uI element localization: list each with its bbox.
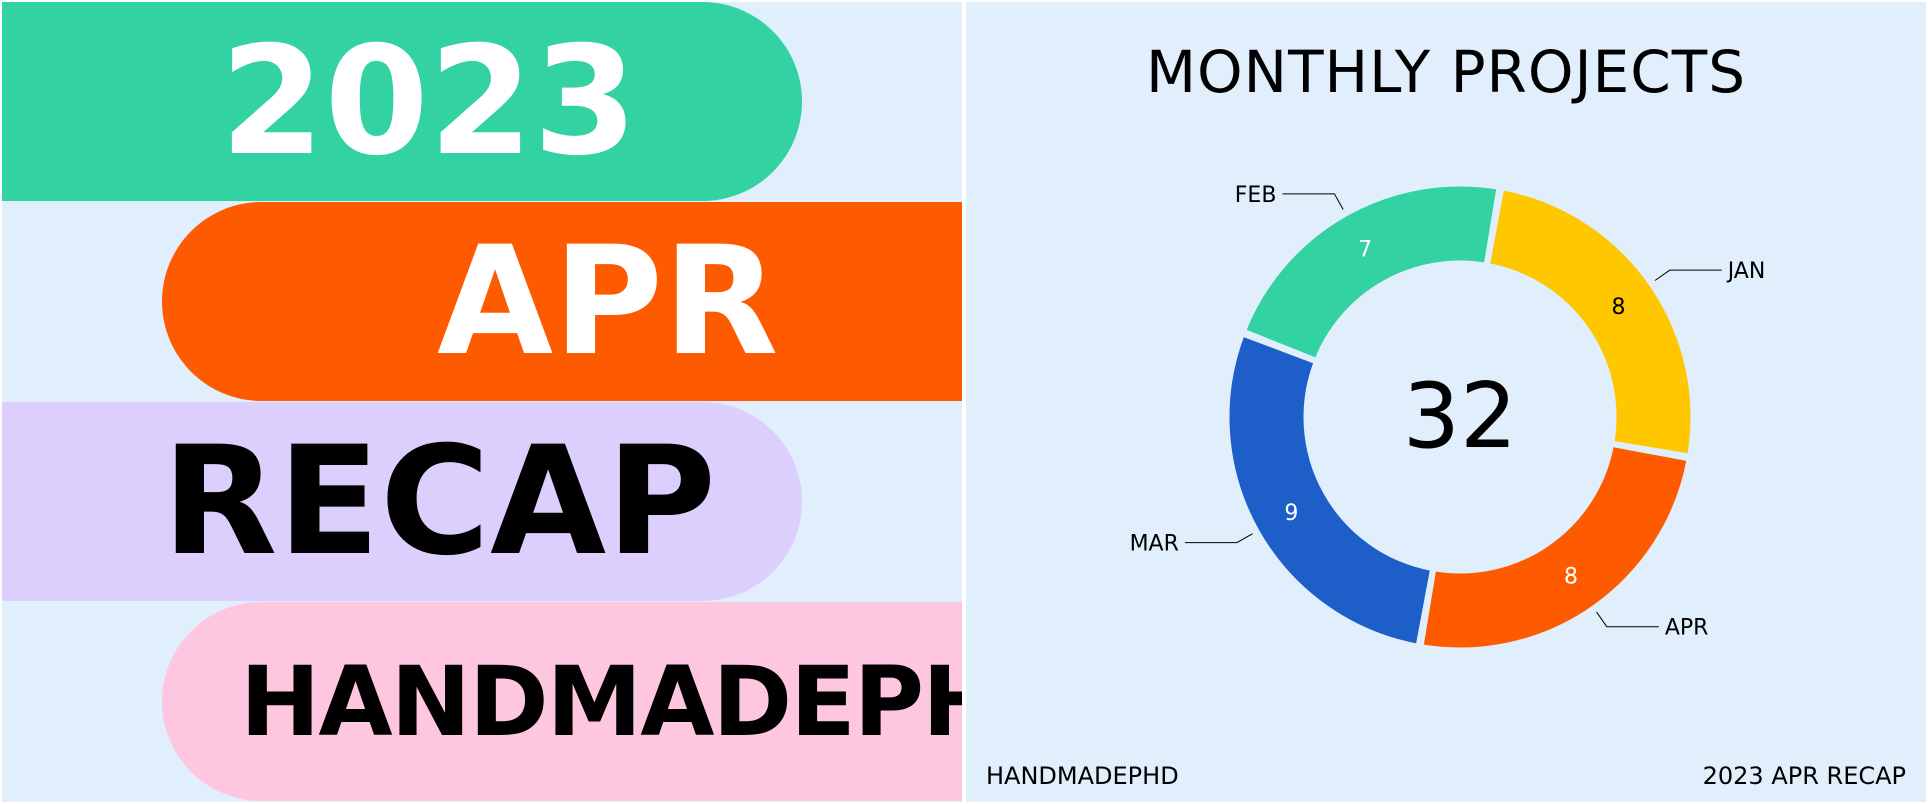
value-label-jan: 8	[1612, 295, 1626, 320]
value-label-mar: 9	[1284, 501, 1298, 526]
leader-apr	[1596, 611, 1659, 628]
category-label-feb: FEB	[1235, 183, 1277, 208]
slice-mar	[1226, 333, 1434, 647]
year-text: 2023	[220, 14, 638, 189]
donut-chart: 8 APR 9 MAR 7 FEB 8 JAN 32	[1130, 183, 1766, 651]
value-label-feb: 7	[1358, 237, 1372, 262]
brand-banner: HANDMADEPHD	[162, 602, 962, 801]
footer-caption: 2023 APR RECAP	[1702, 762, 1906, 790]
category-label-mar: MAR	[1130, 532, 1179, 557]
leader-feb	[1282, 193, 1344, 210]
category-label-apr: APR	[1665, 616, 1709, 641]
chart-title: MONTHLY PROJECTS	[1145, 38, 1747, 106]
month-text: APR	[437, 214, 779, 389]
category-label-jan: JAN	[1726, 259, 1766, 284]
donut-center-total: 32	[1403, 364, 1518, 469]
slice-apr	[1420, 443, 1690, 651]
recap-banner: RECAP	[2, 402, 802, 601]
brand-text: HANDMADEPHD	[240, 645, 962, 758]
year-banner: 2023	[2, 2, 802, 201]
month-banner: APR	[162, 202, 962, 401]
footer-brand: HANDMADEPHD	[986, 762, 1179, 790]
recap-text: RECAP	[162, 414, 717, 589]
slice-feb	[1242, 183, 1500, 362]
leader-jan	[1654, 269, 1722, 281]
value-label-apr: 8	[1564, 565, 1578, 590]
cover-panel: 2023 APR RECAP HANDMADEPHD	[2, 2, 962, 802]
slice-jan	[1486, 187, 1694, 457]
leader-mar	[1184, 533, 1253, 544]
chart-panel: MONTHLY PROJECTS 8 APR 9 MAR 7 FEB 8 JAN 32 HAND…	[966, 2, 1926, 802]
